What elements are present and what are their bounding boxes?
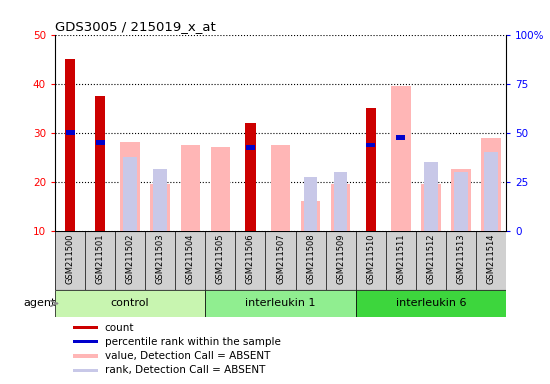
Bar <box>245 123 256 231</box>
Bar <box>211 147 230 231</box>
Bar <box>484 152 498 231</box>
Bar <box>151 184 170 231</box>
Bar <box>73 340 98 343</box>
Bar <box>123 157 137 231</box>
Text: GSM211514: GSM211514 <box>486 233 496 284</box>
Bar <box>73 369 98 372</box>
Bar <box>424 162 438 231</box>
Bar <box>73 326 98 329</box>
Text: GSM211502: GSM211502 <box>125 233 135 284</box>
Text: GSM211504: GSM211504 <box>186 233 195 284</box>
Bar <box>271 145 290 231</box>
Text: GSM211513: GSM211513 <box>456 233 465 284</box>
Text: GSM211508: GSM211508 <box>306 233 315 284</box>
Bar <box>246 145 255 149</box>
Bar <box>55 290 205 317</box>
Bar <box>334 172 348 231</box>
Bar <box>366 142 375 147</box>
Text: rank, Detection Call = ABSENT: rank, Detection Call = ABSENT <box>104 365 265 376</box>
Bar <box>396 135 405 140</box>
Text: GSM211510: GSM211510 <box>366 233 375 284</box>
Text: GSM211511: GSM211511 <box>396 233 405 284</box>
Text: value, Detection Call = ABSENT: value, Detection Call = ABSENT <box>104 351 270 361</box>
Text: agent: agent <box>23 298 56 308</box>
Text: GSM211503: GSM211503 <box>156 233 165 284</box>
Text: GSM211509: GSM211509 <box>336 233 345 284</box>
Text: GSM211505: GSM211505 <box>216 233 225 284</box>
Bar <box>120 142 140 231</box>
Bar <box>454 172 467 231</box>
Bar <box>205 290 356 317</box>
Bar <box>95 96 105 231</box>
Text: GSM211500: GSM211500 <box>65 233 75 284</box>
Text: GSM211506: GSM211506 <box>246 233 255 284</box>
Bar <box>301 201 320 231</box>
Bar <box>391 86 410 231</box>
Bar <box>304 177 317 231</box>
Bar <box>73 354 98 358</box>
Text: count: count <box>104 323 134 333</box>
Text: GSM211512: GSM211512 <box>426 233 436 284</box>
Bar <box>421 184 441 231</box>
Text: interleukin 6: interleukin 6 <box>395 298 466 308</box>
Bar <box>356 290 506 317</box>
Text: interleukin 1: interleukin 1 <box>245 298 316 308</box>
Bar <box>180 145 200 231</box>
Bar <box>96 140 104 145</box>
Text: control: control <box>111 298 150 308</box>
Bar <box>366 108 376 231</box>
Bar <box>65 131 75 135</box>
Text: percentile rank within the sample: percentile rank within the sample <box>104 337 280 347</box>
Text: GSM211501: GSM211501 <box>96 233 104 284</box>
Text: GDS3005 / 215019_x_at: GDS3005 / 215019_x_at <box>55 20 216 33</box>
Bar <box>331 184 350 231</box>
Bar <box>153 169 167 231</box>
Bar <box>451 169 471 231</box>
Bar <box>65 59 75 231</box>
Bar <box>481 137 500 231</box>
Text: GSM211507: GSM211507 <box>276 233 285 284</box>
